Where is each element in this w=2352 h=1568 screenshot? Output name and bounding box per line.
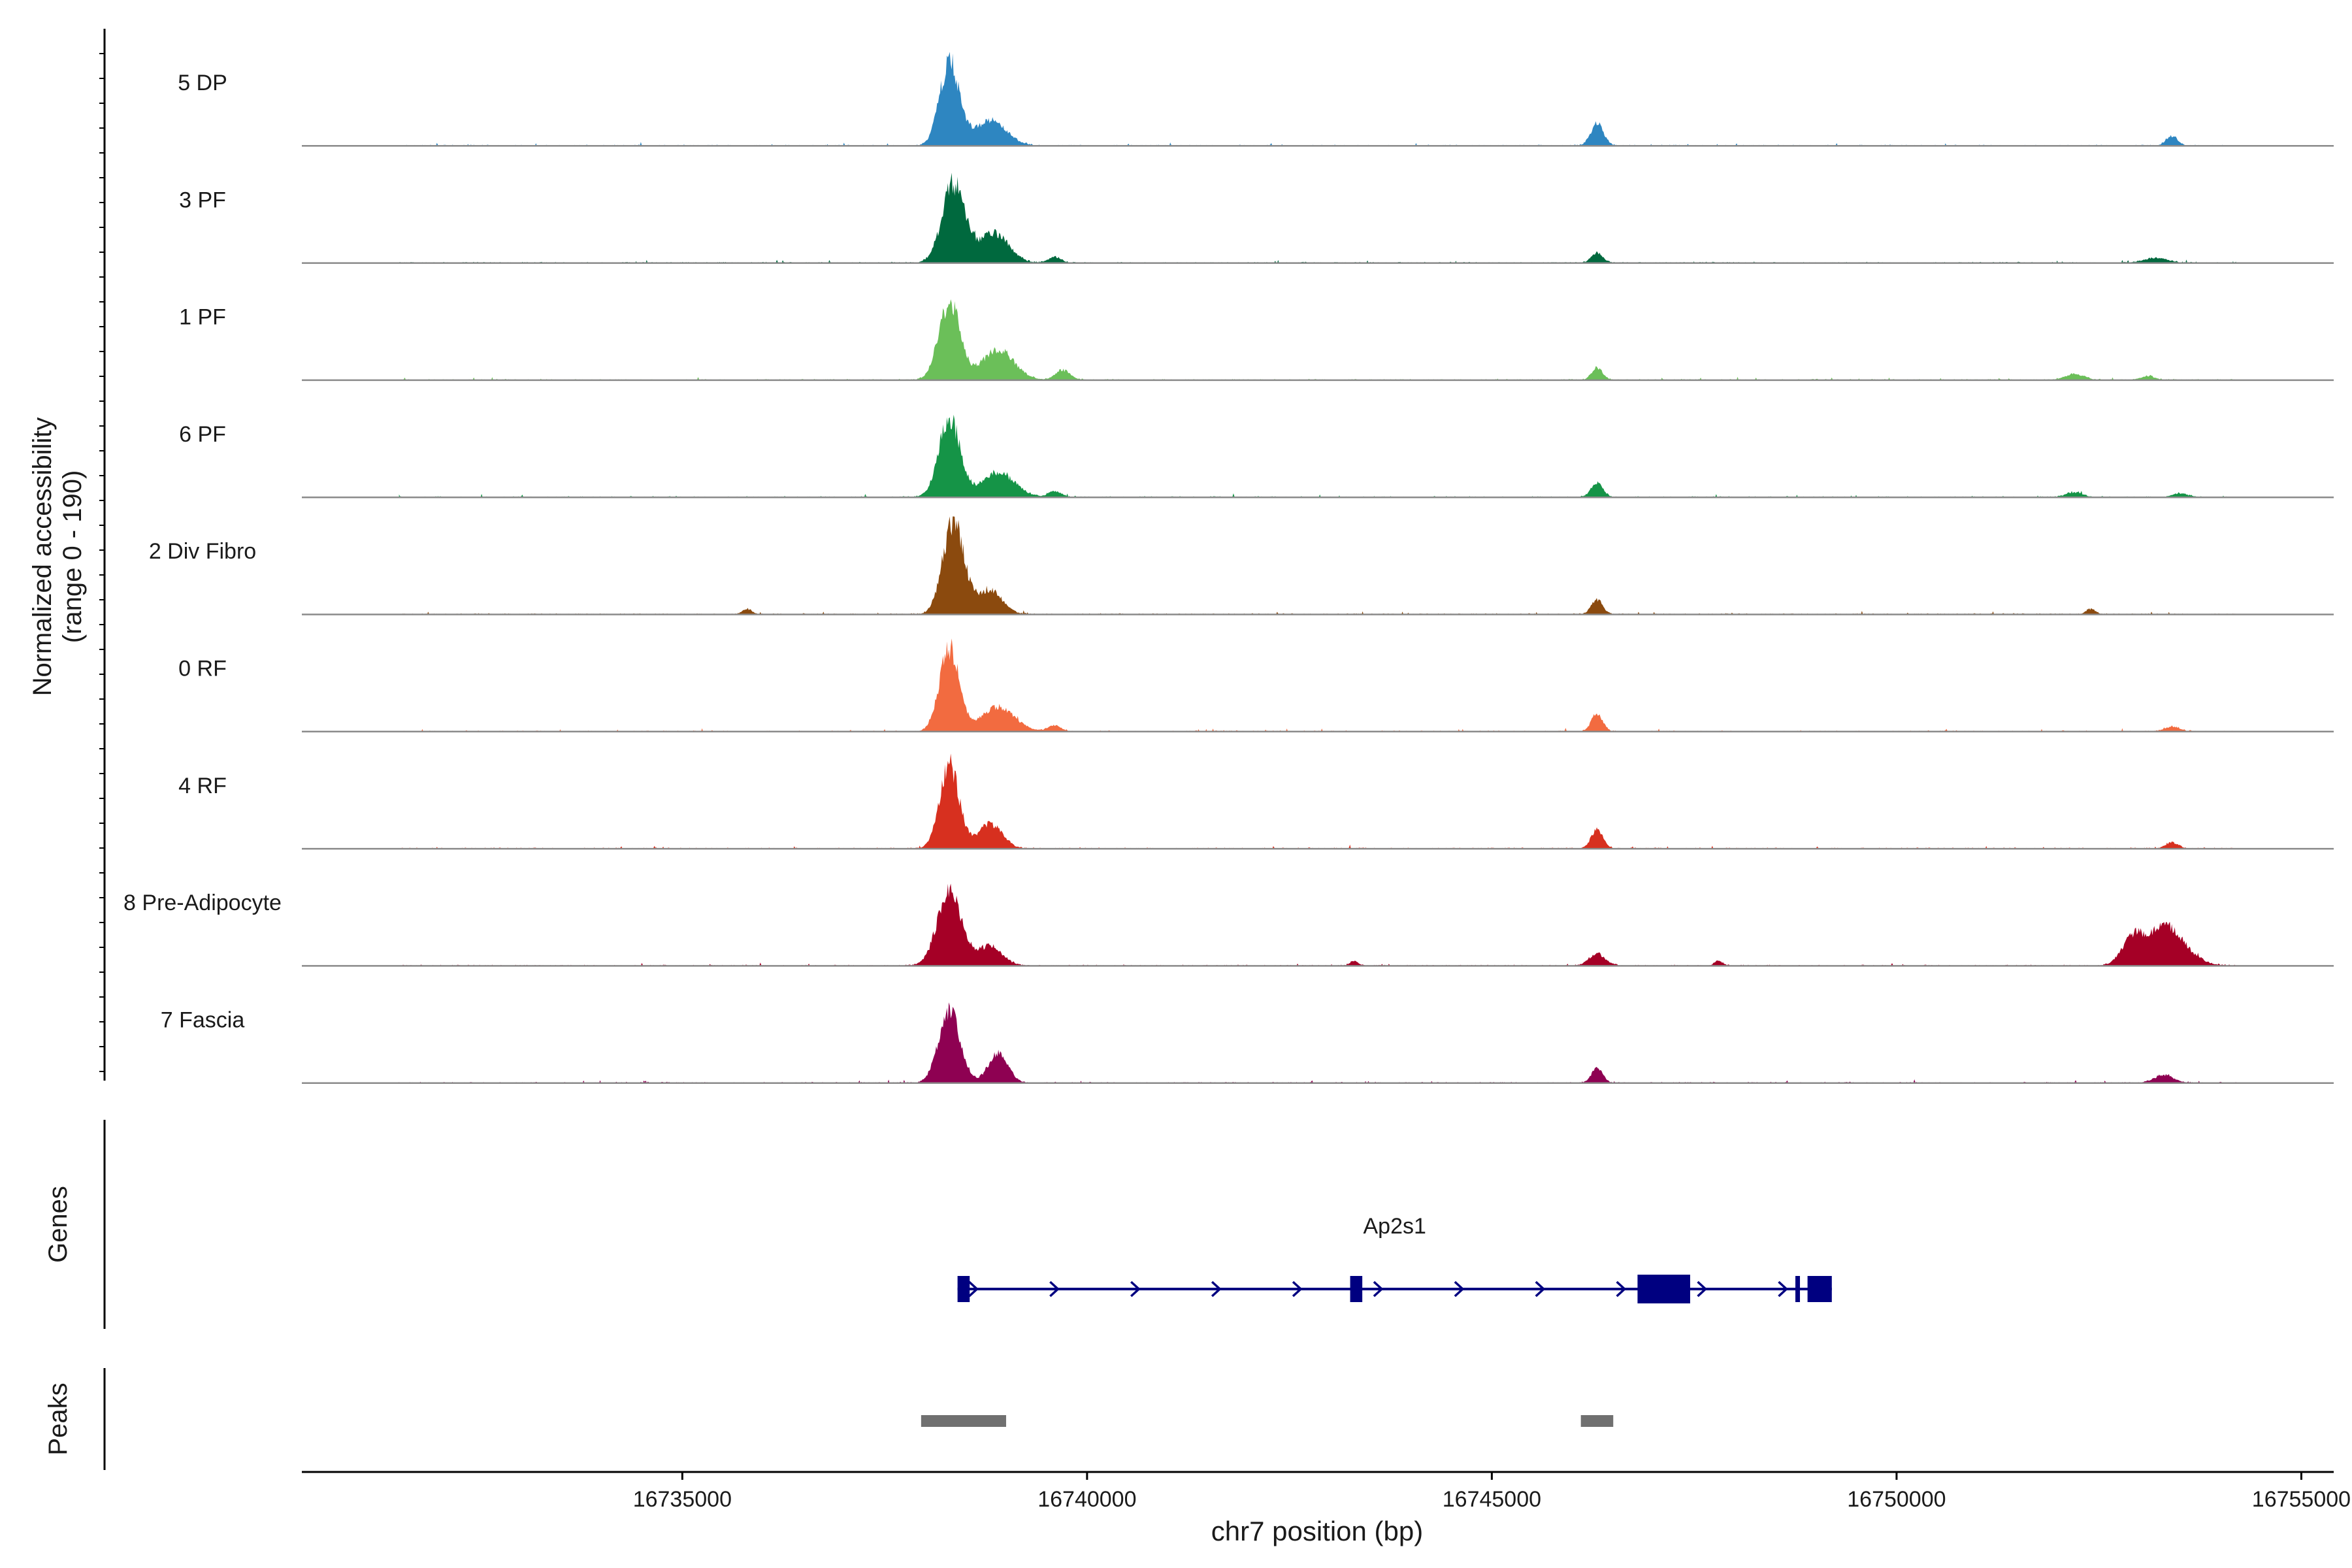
gene-exon bbox=[1350, 1276, 1363, 1302]
strand-chevron bbox=[1616, 1281, 1627, 1298]
strand-chevron bbox=[1049, 1281, 1060, 1298]
track-label: 7 Fascia bbox=[161, 1007, 245, 1032]
gene-exon bbox=[1637, 1275, 1690, 1303]
track-label: 5 DP bbox=[178, 71, 227, 95]
x-tick-label: 16745000 bbox=[1443, 1487, 1541, 1512]
track-1-pf: 1 PF bbox=[179, 299, 2334, 382]
coverage-area bbox=[399, 414, 2237, 498]
x-tick-label: 16735000 bbox=[633, 1487, 732, 1512]
gene-exon bbox=[1795, 1276, 1801, 1302]
coverage-area bbox=[399, 172, 2237, 263]
strand-chevron bbox=[1292, 1281, 1303, 1298]
coverage-area bbox=[399, 516, 2237, 615]
x-tick-label: 16755000 bbox=[2252, 1487, 2351, 1512]
coverage-area bbox=[399, 52, 2237, 146]
track-label: 8 Pre-Adipocyte bbox=[123, 890, 282, 915]
track-label: 0 RF bbox=[178, 657, 227, 681]
peak-region bbox=[921, 1415, 1006, 1427]
x-tick-label: 16740000 bbox=[1037, 1487, 1136, 1512]
x-tick-label: 16750000 bbox=[1847, 1487, 1946, 1512]
coverage-area bbox=[399, 883, 2237, 966]
strand-chevron bbox=[1778, 1281, 1789, 1298]
track-3-pf: 3 PF bbox=[179, 172, 2334, 264]
track-label: 3 PF bbox=[179, 188, 226, 212]
track-label: 2 Div Fibro bbox=[149, 539, 256, 564]
gene-exon bbox=[1807, 1276, 1832, 1302]
coverage-y-ticks bbox=[99, 53, 105, 1072]
track-5-dp: 5 DP bbox=[178, 52, 2334, 147]
track-0-rf: 0 RF bbox=[178, 638, 2334, 733]
peak-region bbox=[1580, 1415, 1614, 1427]
track-8-pre-adipocyte: 8 Pre-Adipocyte bbox=[123, 883, 2334, 967]
genes-track: Ap2s1 bbox=[957, 1214, 1832, 1303]
strand-chevron bbox=[1697, 1281, 1708, 1298]
track-label: 6 PF bbox=[179, 422, 226, 447]
strand-chevron bbox=[1373, 1281, 1384, 1298]
strand-chevron bbox=[1535, 1281, 1546, 1298]
y-axis-label-line2: (range 0 - 190) bbox=[58, 470, 87, 644]
strand-chevron bbox=[1211, 1281, 1222, 1298]
coverage-area bbox=[399, 299, 2237, 380]
strand-chevron bbox=[968, 1281, 979, 1298]
strand-chevron bbox=[1130, 1281, 1141, 1298]
coverage-area bbox=[399, 753, 2237, 849]
track-7-fascia: 7 Fascia bbox=[161, 1002, 2334, 1084]
gene-name-label: Ap2s1 bbox=[1363, 1214, 1426, 1239]
x-axis-ticks: 16735000 16740000 16745000 16750000 16755000 bbox=[633, 1472, 2351, 1512]
track-label: 1 PF bbox=[179, 305, 226, 330]
strand-chevron bbox=[1454, 1281, 1465, 1298]
peaks-track bbox=[921, 1415, 1614, 1427]
coverage-area bbox=[399, 638, 2237, 732]
track-label: 4 RF bbox=[178, 774, 227, 798]
gene-exon bbox=[957, 1276, 970, 1302]
genes-track-label: Genes bbox=[44, 1186, 73, 1263]
coverage-area bbox=[399, 1002, 2237, 1083]
y-axis-label: Normalized accessibility (range 0 - 190) bbox=[28, 417, 87, 696]
track-2-div-fibro: 2 Div Fibro bbox=[149, 516, 2334, 615]
track-4-rf: 4 RF bbox=[178, 753, 2334, 850]
y-axis-label-line1: Normalized accessibility bbox=[28, 417, 57, 696]
peaks-track-label: Peaks bbox=[44, 1382, 73, 1455]
x-axis-title: chr7 position (bp) bbox=[1211, 1516, 1424, 1546]
track-6-pf: 6 PF bbox=[179, 414, 2334, 498]
coverage-tracks: 5 DP 3 PF 1 PF 6 PF 2 Div Fibro 0 RF 4 RF 8 Pre… bbox=[123, 52, 2334, 1084]
